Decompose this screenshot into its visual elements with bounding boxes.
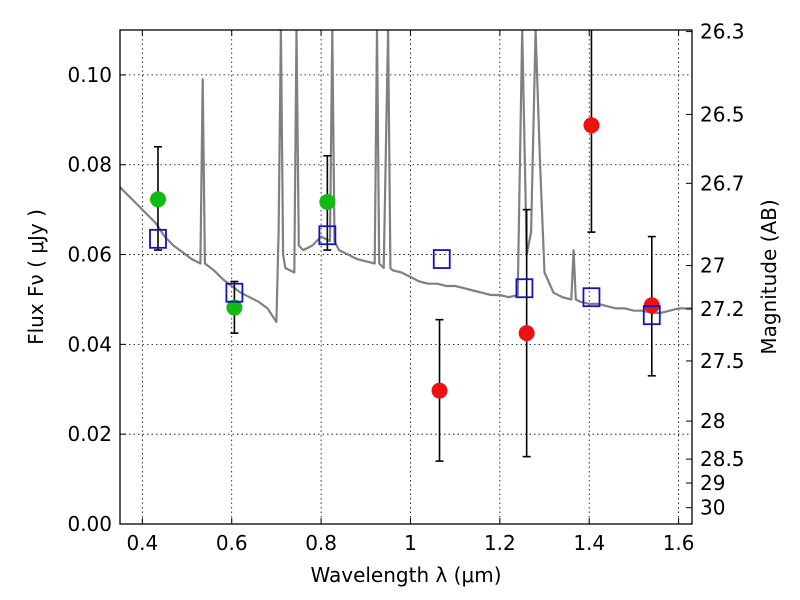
x-tick-label: 1.6	[663, 531, 695, 555]
right-tick-label: 29	[700, 471, 725, 495]
data-point	[226, 299, 243, 316]
x-tick-label: 0.4	[126, 531, 158, 555]
right-tick-label: 28	[700, 409, 725, 433]
x-tick-label: 1.4	[573, 531, 605, 555]
right-tick-label: 26.3	[700, 20, 745, 44]
plot-frame	[119, 29, 693, 525]
model-square	[225, 282, 244, 303]
spectrum-line	[120, 30, 692, 323]
model-square	[432, 249, 451, 269]
right-tick-label: 27.2	[700, 297, 745, 321]
data-point	[431, 382, 448, 399]
model-square	[515, 278, 534, 299]
data-point	[319, 194, 336, 211]
data-point	[518, 325, 535, 342]
right-tick-label: 27	[700, 254, 725, 278]
x-tick-label: 0.6	[216, 531, 248, 555]
y-tick-label: 0.10	[67, 63, 112, 87]
right-tick-label: 26.7	[700, 171, 745, 195]
model-square	[318, 225, 337, 246]
data-point	[149, 191, 166, 208]
y-tick-label: 0.04	[67, 332, 112, 356]
model-square	[149, 228, 167, 249]
y-tick-label: 0.00	[67, 512, 112, 536]
grid	[120, 30, 692, 525]
x-tick-label: 0.8	[305, 531, 337, 555]
plot-area	[120, 30, 692, 462]
y-axis-title: Flux Fν ( μJy )	[24, 209, 48, 345]
data-point	[583, 117, 600, 134]
y-tick-label: 0.08	[67, 153, 112, 177]
right-tick-label: 26.5	[700, 102, 745, 126]
model-square	[642, 305, 661, 326]
model-square	[582, 287, 601, 308]
right-axis-title: Magnitude (AB)	[757, 199, 781, 354]
y-tick-label: 0.02	[67, 422, 112, 446]
right-tick-label: 30	[700, 496, 725, 520]
x-tick-label: 1.2	[484, 531, 516, 555]
x-tick-label: 1	[404, 531, 417, 555]
x-axis-title: Wavelength λ (μm)	[310, 563, 501, 587]
right-tick-label: 28.5	[700, 447, 745, 471]
y-tick-label: 0.06	[67, 243, 112, 267]
ticks: 0.4 0.6 0.8 1 1.2 1.4 1.6 0.00 0.02 0.04 0.06 0.08 0…	[67, 20, 744, 555]
right-tick-label: 27.5	[700, 349, 745, 373]
